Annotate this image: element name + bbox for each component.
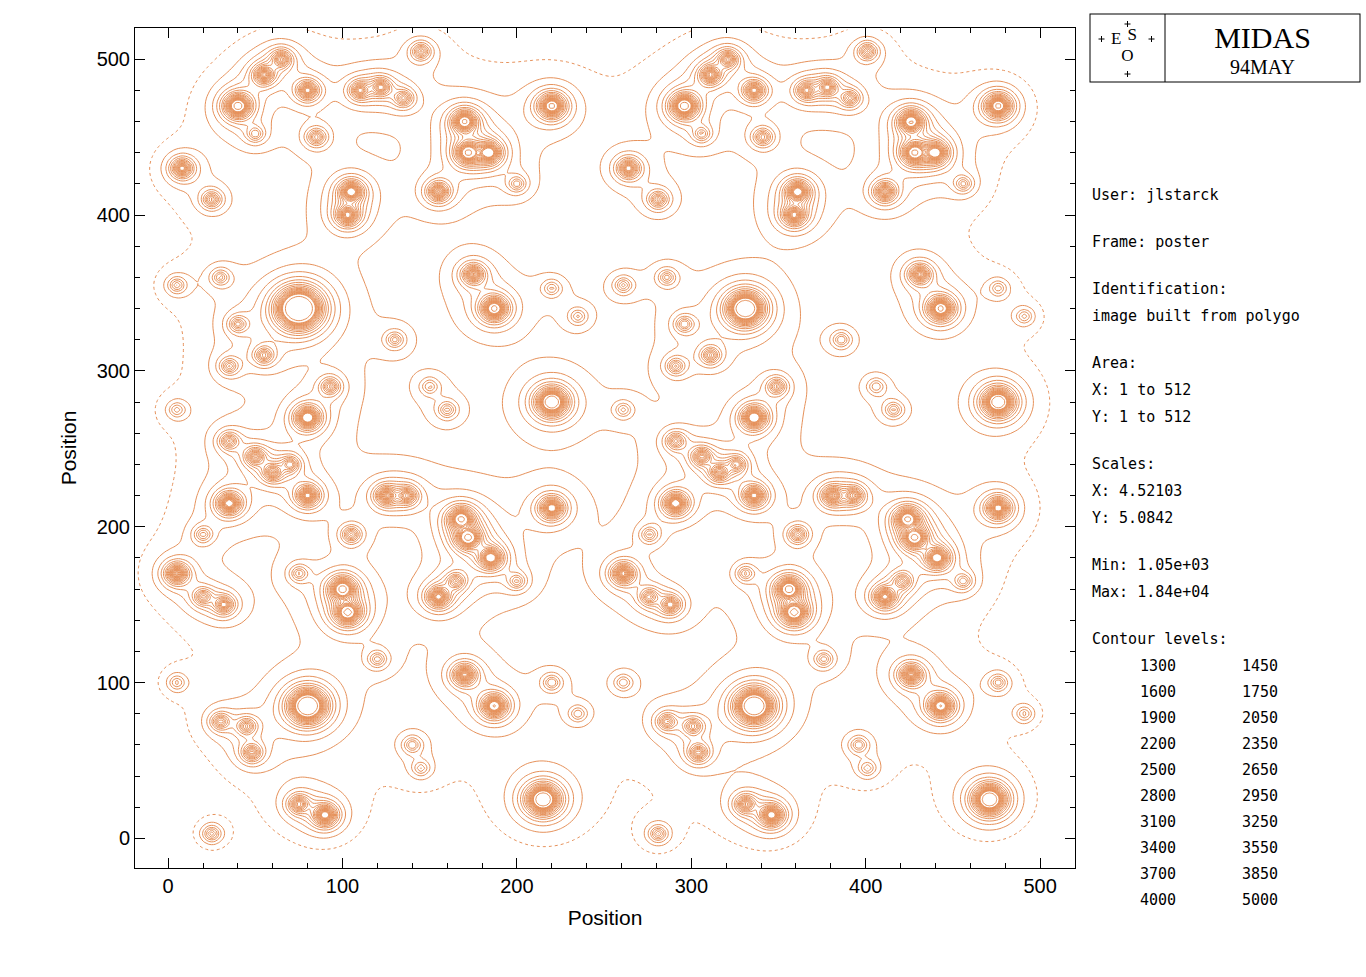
html-text:3100: 3100: [1140, 813, 1177, 831]
svg-text:300: 300: [97, 360, 130, 382]
svg-text:0: 0: [119, 827, 130, 849]
html-text:X: 4.52103: X: 4.52103: [1092, 482, 1183, 500]
svg-text:E: E: [1111, 29, 1121, 48]
html-text:Max: 1.84e+04: Max: 1.84e+04: [1092, 583, 1210, 601]
html-text:2200: 2200: [1140, 735, 1177, 753]
html-text:2800: 2800: [1140, 787, 1177, 805]
svg-text:300: 300: [675, 875, 708, 897]
svg-text:400: 400: [97, 204, 130, 226]
html-text:5000: 5000: [1242, 891, 1279, 909]
svg-text:94MAY: 94MAY: [1230, 56, 1295, 78]
svg-text:200: 200: [500, 875, 533, 897]
svg-text:100: 100: [97, 672, 130, 694]
html-text:1450: 1450: [1242, 657, 1279, 675]
html-text:1900: 1900: [1140, 709, 1177, 727]
html-text:image built from polygo: image built from polygo: [1092, 307, 1300, 325]
html-text:4000: 4000: [1140, 891, 1177, 909]
html-text:Frame: poster: Frame: poster: [1092, 233, 1210, 251]
html-text:2050: 2050: [1242, 709, 1279, 727]
svg-text:100: 100: [326, 875, 359, 897]
html-text:1750: 1750: [1242, 683, 1279, 701]
html-text:3550: 3550: [1242, 839, 1279, 857]
svg-text:MIDAS: MIDAS: [1214, 21, 1311, 54]
svg-text:200: 200: [97, 516, 130, 538]
html-text:Identification:: Identification:: [1092, 280, 1228, 298]
html-text:X: 1 to 512: X: 1 to 512: [1092, 381, 1192, 399]
svg-text:Position: Position: [57, 411, 80, 486]
html-text:Y: 1 to 512: Y: 1 to 512: [1092, 408, 1192, 426]
html-text:2650: 2650: [1242, 761, 1279, 779]
svg-text:O: O: [1121, 46, 1133, 65]
html-text:User: jlstarck: User: jlstarck: [1092, 186, 1219, 204]
html-text:Scales:: Scales:: [1092, 455, 1156, 473]
html-text:1300: 1300: [1140, 657, 1177, 675]
html-text:3850: 3850: [1242, 865, 1279, 883]
html-text:2950: 2950: [1242, 787, 1279, 805]
html-text:3700: 3700: [1140, 865, 1177, 883]
html-text:2350: 2350: [1242, 735, 1279, 753]
html-text:Contour levels:: Contour levels:: [1092, 630, 1228, 648]
svg-text:0: 0: [163, 875, 174, 897]
html-text:3250: 3250: [1242, 813, 1279, 831]
svg-text:500: 500: [97, 48, 130, 70]
svg-text:500: 500: [1023, 875, 1056, 897]
html-text:Area:: Area:: [1092, 354, 1138, 372]
html-text:3400: 3400: [1140, 839, 1177, 857]
html-text:Min: 1.05e+03: Min: 1.05e+03: [1092, 556, 1210, 574]
svg-text:400: 400: [849, 875, 882, 897]
html-text:2500: 2500: [1140, 761, 1177, 779]
svg-text:S: S: [1128, 25, 1137, 44]
svg-text:Position: Position: [568, 906, 643, 929]
html-text:1600: 1600: [1140, 683, 1177, 701]
html-text:Y: 5.0842: Y: 5.0842: [1092, 509, 1174, 527]
